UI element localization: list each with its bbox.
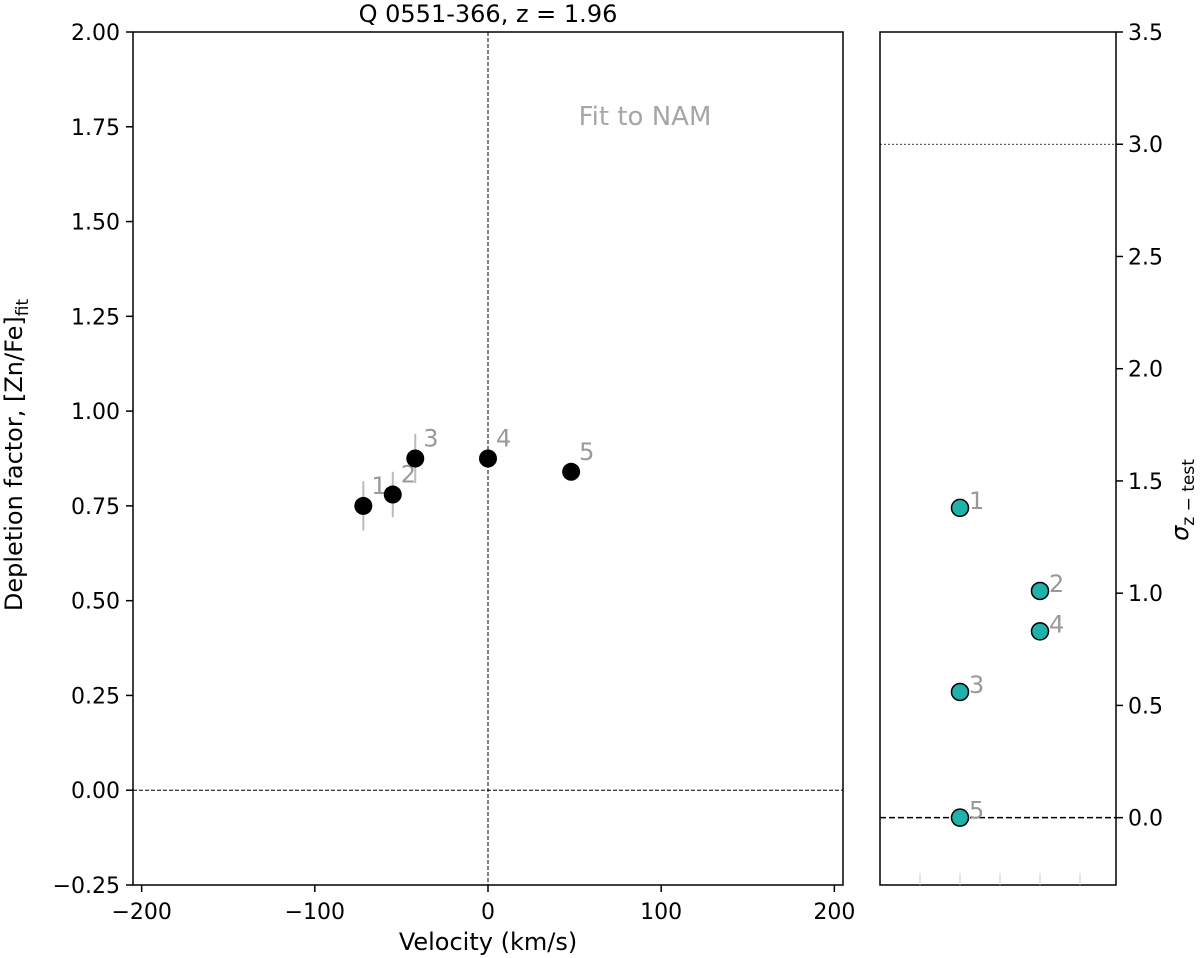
sigma-point-3 (950, 682, 970, 702)
data-point-5 (562, 462, 581, 481)
point-label-1: 1 (371, 472, 386, 500)
right-y-axis-label: σz − test (1166, 459, 1199, 541)
y-tick-label: 2.00 (71, 21, 120, 46)
right-data-points: 1 2 3 4 5 (950, 487, 1064, 827)
chart-title: Q 0551-366, z = 1.96 (359, 0, 618, 28)
right-ticks: 0.0 0.5 1.0 1.5 2.0 2.5 3.0 3.5 (919, 21, 1163, 885)
y-tick-label: −0.25 (53, 874, 120, 899)
sigma-point-label-5: 5 (969, 797, 984, 825)
y-tick-label: 0.75 (71, 495, 120, 520)
right-y-tick-label: 3.5 (1128, 21, 1163, 46)
right-y-tick-label: 1.0 (1128, 582, 1163, 607)
right-panel: 0.0 0.5 1.0 1.5 2.0 2.5 3.0 3.5 1 2 3 4 5 σz − test (879, 21, 1199, 886)
right-y-tick-label: 0.5 (1128, 694, 1163, 719)
right-y-tick-label: 2.5 (1128, 245, 1163, 270)
sigma-point-5 (950, 808, 970, 827)
sigma-point-label-4: 4 (1049, 610, 1064, 638)
sigma-point-1 (950, 498, 970, 518)
right-reference-lines (880, 143, 1116, 819)
point-label-5: 5 (579, 438, 594, 466)
left-ticks: −200 −100 0 100 200 −0.25 0.00 0.25 0.50 0.75 1.00… (53, 21, 856, 925)
point-label-4: 4 (496, 425, 511, 453)
left-data-points: 1 23 4 5 (354, 425, 594, 515)
left-panel: −200 −100 0 100 200 −0.25 0.00 0.25 0.50 0.75 1.00… (0, 0, 855, 956)
y-tick-label: 1.00 (71, 400, 120, 425)
sigma-point-label-1: 1 (969, 487, 984, 515)
right-y-tick-label: 2.0 (1128, 358, 1163, 383)
y-tick-label: 1.75 (71, 116, 120, 141)
data-point-2 (383, 485, 402, 504)
y-tick-label: 1.25 (71, 305, 120, 330)
fit-annotation: Fit to NAM (579, 102, 712, 132)
right-y-tick-label: 3.0 (1128, 133, 1163, 158)
x-tick-label: 0 (481, 900, 495, 925)
data-point-3 (406, 449, 425, 468)
y-tick-label: 1.50 (71, 211, 120, 236)
data-point-4 (479, 449, 497, 468)
x-axis-label: Velocity (km/s) (399, 928, 577, 956)
y-tick-label: 0.50 (71, 590, 120, 615)
x-tick-label: −200 (111, 900, 171, 925)
y-axis-label: Depletion factor, [Zn/Fe]fit (0, 299, 33, 612)
right-plot-frame (879, 31, 1117, 886)
data-point-1 (354, 496, 373, 515)
sigma-point-label-3: 3 (969, 671, 984, 699)
x-tick-label: −100 (285, 900, 345, 925)
point-label-2: 2 (401, 461, 416, 489)
y-tick-label: 0.25 (71, 684, 120, 709)
right-y-tick-label: 0.0 (1128, 807, 1163, 832)
y-tick-label: 0.00 (71, 779, 120, 804)
sigma-point-4 (1030, 622, 1050, 641)
point-label-3: 3 (423, 425, 438, 453)
x-tick-label: 100 (640, 900, 682, 925)
sigma-point-label-2: 2 (1049, 570, 1064, 598)
x-tick-label: 200 (813, 900, 855, 925)
sigma-point-2 (1030, 581, 1050, 601)
right-y-tick-label: 1.5 (1128, 470, 1163, 495)
